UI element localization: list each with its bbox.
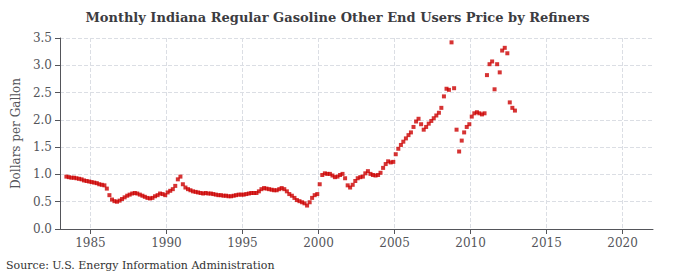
svg-text:1990: 1990 bbox=[151, 236, 182, 250]
svg-text:3.5: 3.5 bbox=[33, 31, 52, 45]
svg-text:2005: 2005 bbox=[379, 236, 410, 250]
svg-text:1985: 1985 bbox=[75, 236, 106, 250]
svg-text:0.5: 0.5 bbox=[33, 195, 52, 209]
svg-text:2015: 2015 bbox=[531, 236, 562, 250]
svg-text:Dollars per Gallon: Dollars per Gallon bbox=[9, 78, 23, 189]
svg-text:2000: 2000 bbox=[303, 236, 334, 250]
svg-text:1.5: 1.5 bbox=[33, 140, 52, 154]
svg-text:2.0: 2.0 bbox=[33, 113, 52, 127]
svg-text:1.0: 1.0 bbox=[33, 167, 52, 181]
svg-text:3.0: 3.0 bbox=[33, 58, 52, 72]
svg-text:Monthly Indiana Regular Gasoli: Monthly Indiana Regular Gasoline Other E… bbox=[85, 10, 589, 25]
svg-text:1995: 1995 bbox=[227, 236, 258, 250]
svg-text:2010: 2010 bbox=[455, 236, 486, 250]
svg-text:Source: U.S. Energy Informatio: Source: U.S. Energy Information Administ… bbox=[6, 259, 274, 272]
svg-text:0.0: 0.0 bbox=[33, 222, 52, 236]
svg-text:2.5: 2.5 bbox=[33, 86, 52, 100]
svg-text:2020: 2020 bbox=[607, 236, 638, 250]
